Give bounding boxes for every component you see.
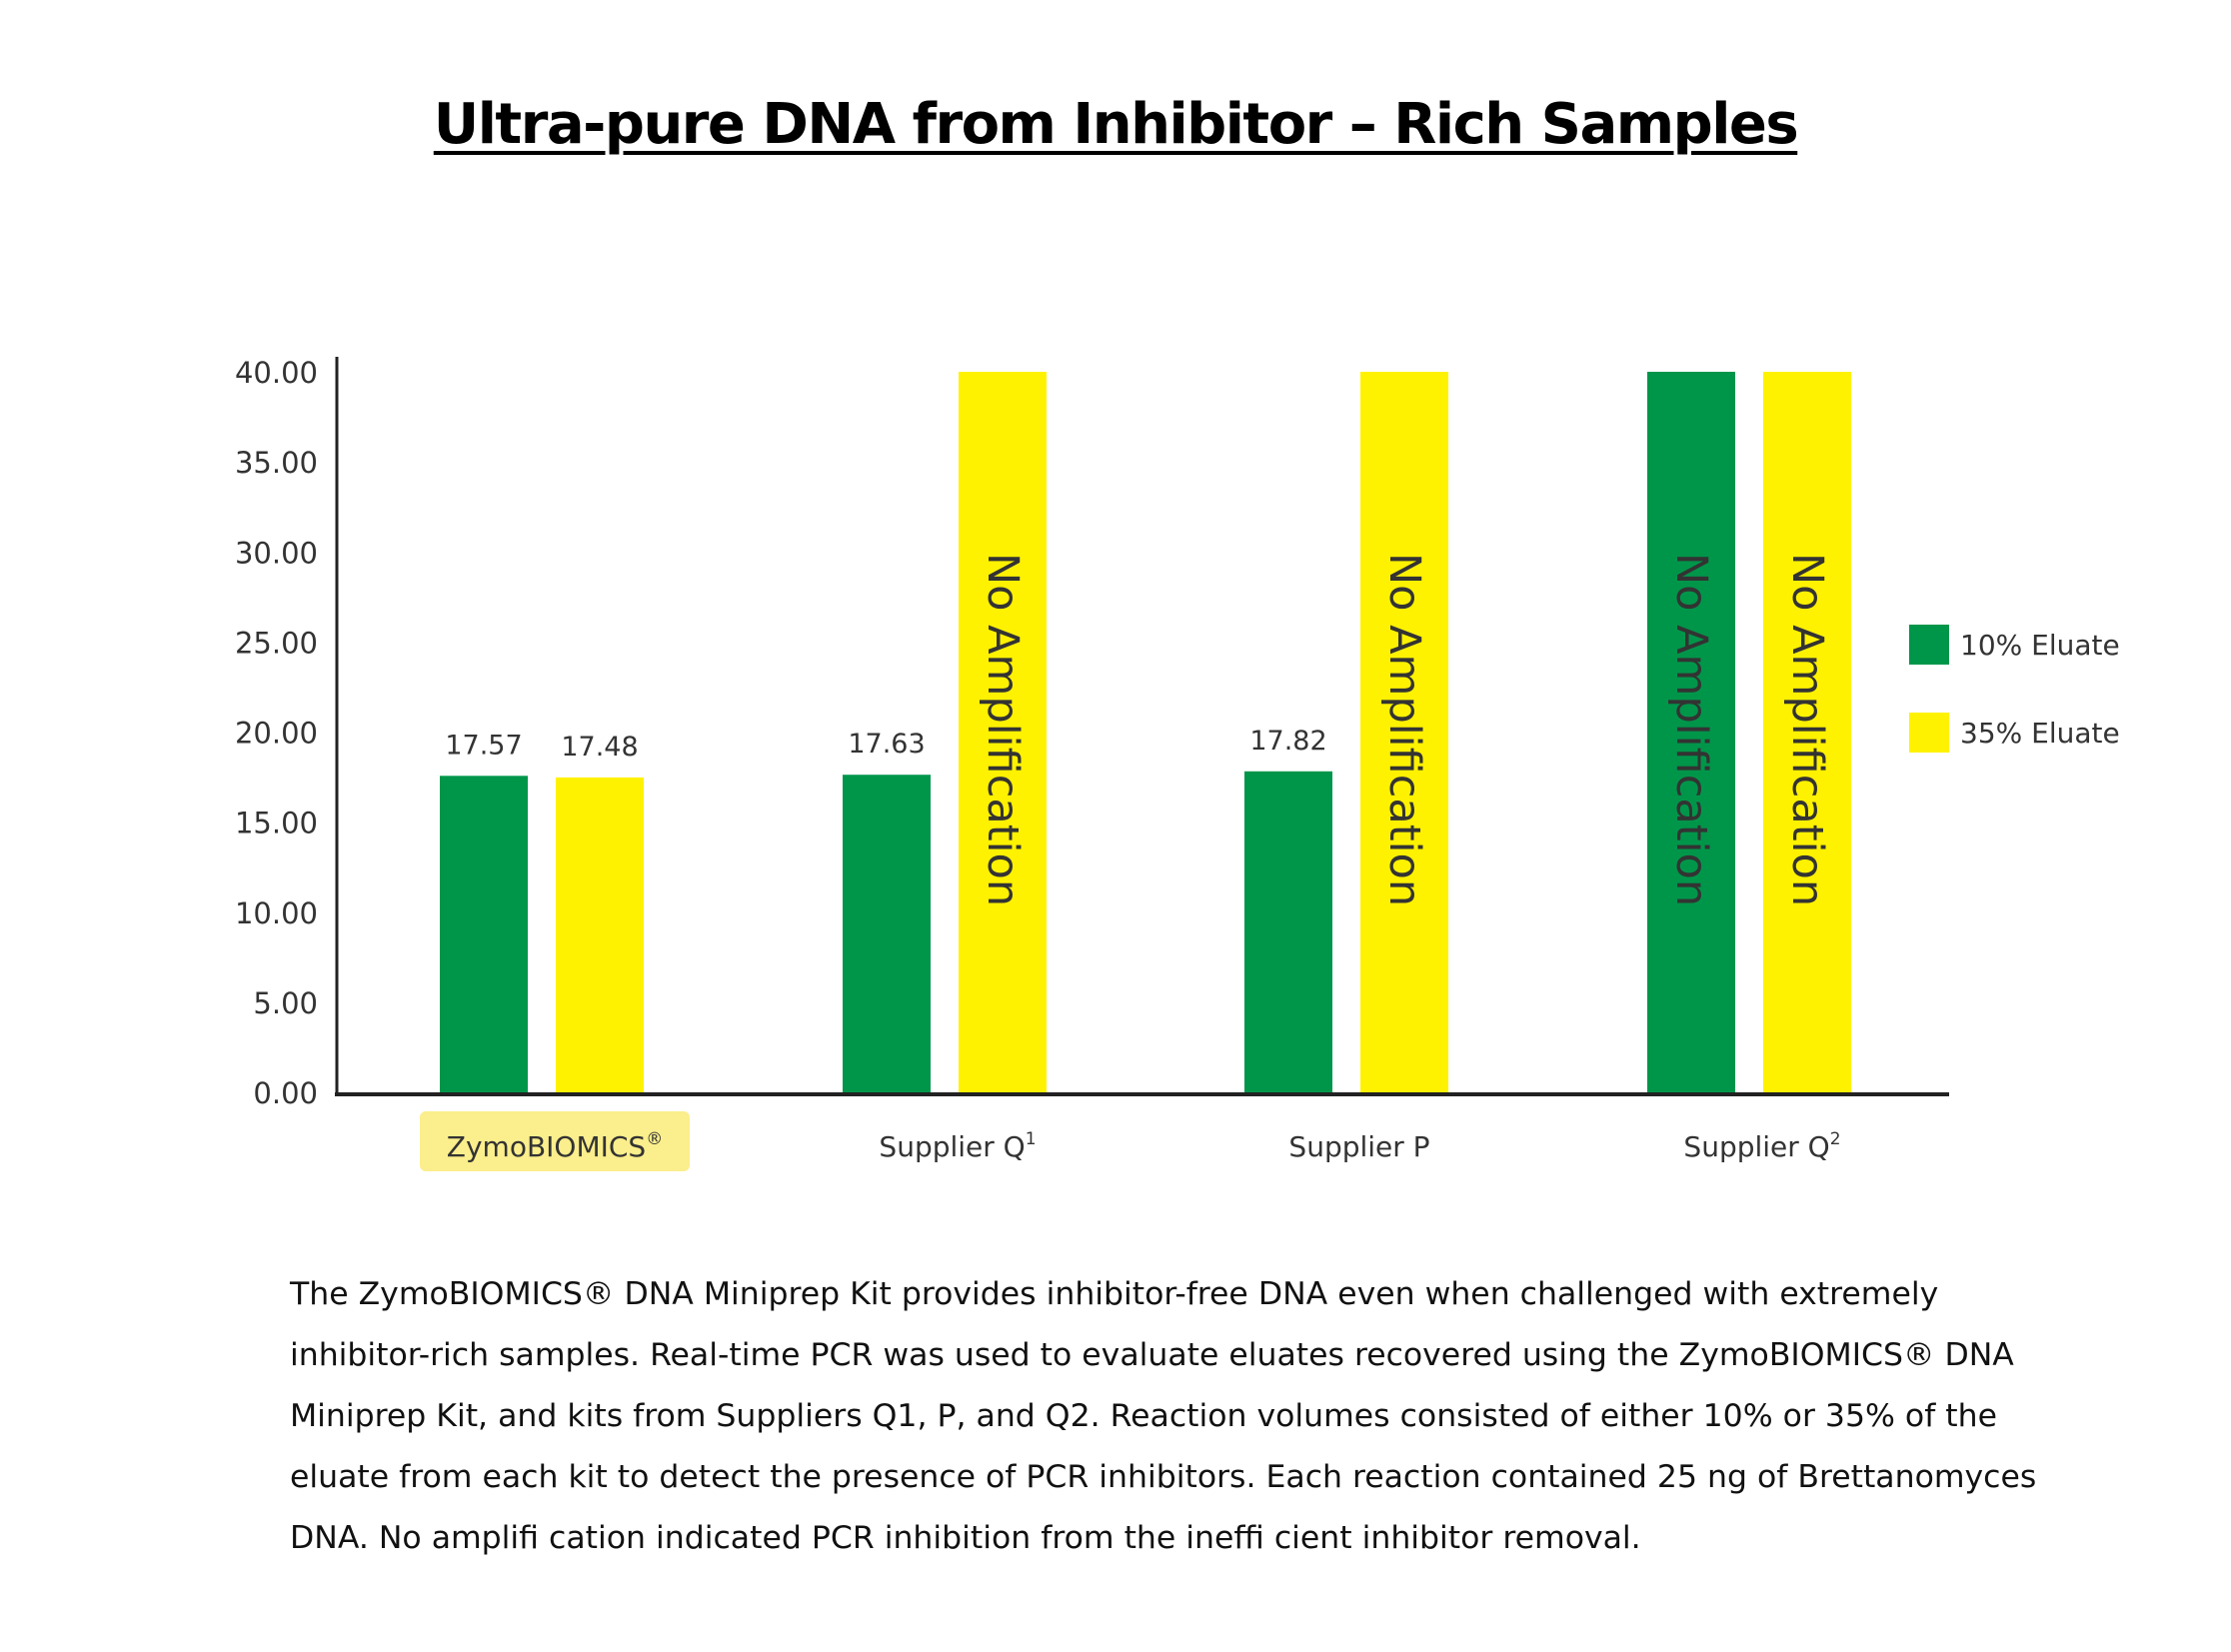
y-tick-label: 5.00 (253, 986, 318, 1020)
y-tick-label: 35.00 (235, 446, 318, 480)
x-tick-label: Supplier Q2 (1683, 1129, 1840, 1163)
bar (843, 775, 931, 1092)
legend-label: 10% Eluate (1960, 629, 2120, 662)
y-tick-label: 0.00 (253, 1076, 318, 1110)
bar-value-label: 17.48 (561, 732, 638, 763)
y-tick-label: 15.00 (235, 807, 318, 840)
legend-label: 35% Eluate (1960, 717, 2120, 750)
bar (1647, 372, 1735, 1092)
page-title: Ultra-pure DNA from Inhibitor – Rich Sam… (433, 92, 1799, 157)
y-tick-label: 10.00 (235, 896, 318, 930)
legend-swatch (1909, 713, 1949, 753)
bar (440, 776, 528, 1092)
bar (959, 372, 1047, 1092)
bar-value-label: 17.63 (848, 729, 925, 760)
x-tick-label: Supplier Q1 (879, 1129, 1036, 1163)
bar (1763, 372, 1851, 1092)
no-amplification-label: No Amplification (1666, 553, 1716, 906)
y-tick-label: 40.00 (235, 356, 318, 390)
bar-value-label: 17.82 (1249, 726, 1326, 757)
bar-value-label: 17.57 (445, 730, 522, 761)
x-tick-label: ZymoBIOMICS® (447, 1129, 663, 1163)
category-highlight (420, 1111, 690, 1171)
y-tick-label: 25.00 (235, 626, 318, 660)
x-tick-label: Supplier P (1288, 1130, 1429, 1163)
bar (1244, 771, 1332, 1092)
no-amplification-label: No Amplification (1379, 553, 1429, 906)
no-amplification-label: No Amplification (978, 553, 1028, 906)
y-tick-label: 20.00 (235, 717, 318, 751)
figure-caption: The ZymoBIOMICS® DNA Miniprep Kit provid… (290, 1276, 2037, 1556)
bar (1360, 372, 1448, 1092)
legend-swatch (1909, 625, 1949, 665)
no-amplification-label: No Amplification (1782, 553, 1832, 906)
bar (556, 777, 644, 1092)
y-tick-label: 30.00 (235, 536, 318, 570)
